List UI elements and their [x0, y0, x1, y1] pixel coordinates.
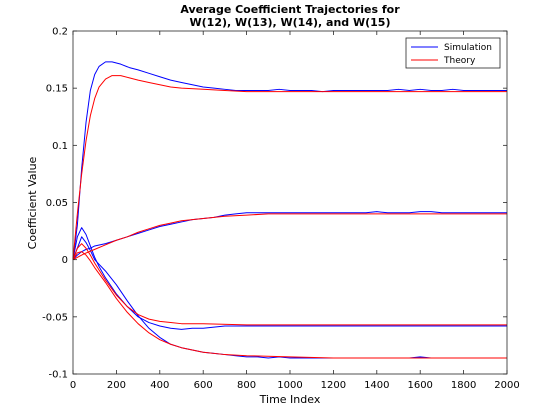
x-tick-label: 2000 — [494, 380, 519, 391]
legend-box — [405, 37, 501, 69]
y-tick-label: -0.1 — [48, 370, 68, 381]
theory-line-2 — [72, 213, 507, 261]
x-tick-label: 600 — [194, 380, 213, 391]
legend-label-simulation: Simulation — [444, 43, 492, 53]
x-tick-label: 800 — [237, 380, 256, 391]
y-tick-label: -0.05 — [42, 312, 68, 323]
x-tick-label: 1400 — [364, 380, 389, 391]
chart-title-line-2: W(12), W(13), W(14), and W(15) — [190, 16, 391, 29]
theory-line-1 — [72, 75, 507, 260]
theory-line-3 — [72, 243, 507, 326]
x-tick-label: 1800 — [451, 380, 476, 391]
y-tick-label: 0.2 — [52, 27, 68, 38]
x-tick-label: 400 — [150, 380, 169, 391]
series-layer — [72, 61, 507, 359]
x-tick-label: 0 — [70, 380, 76, 391]
simulation-line-3 — [72, 227, 507, 330]
y-tick-label: 0.05 — [46, 198, 68, 209]
y-tick-label: 0.15 — [46, 84, 68, 95]
x-tick-label: 1000 — [277, 380, 302, 391]
x-tick-label: 1600 — [407, 380, 432, 391]
simulation-line-1 — [72, 61, 507, 260]
x-tick-label: 200 — [107, 380, 126, 391]
tick-layer: 0 200 400 600 800 1000 1200 1400 1600 1800 2000 0.2… — [42, 27, 520, 392]
y-tick-label: 0 — [62, 255, 68, 266]
x-axis-label: Time Index — [259, 393, 321, 406]
theory-line-4 — [72, 251, 507, 359]
y-tick-label: 0.1 — [52, 141, 68, 152]
y-axis-label: Coefficient Value — [26, 156, 39, 249]
x-tick-label: 1200 — [321, 380, 346, 391]
legend: Simulation Theory — [405, 37, 501, 69]
plot-area: 0 200 400 600 800 1000 1200 1400 1600 1800 2000 0.2… — [42, 27, 520, 392]
plot-background — [73, 31, 507, 374]
chart-title-line-1: Average Coefficient Trajectories for — [180, 3, 400, 16]
legend-label-theory: Theory — [443, 56, 476, 66]
